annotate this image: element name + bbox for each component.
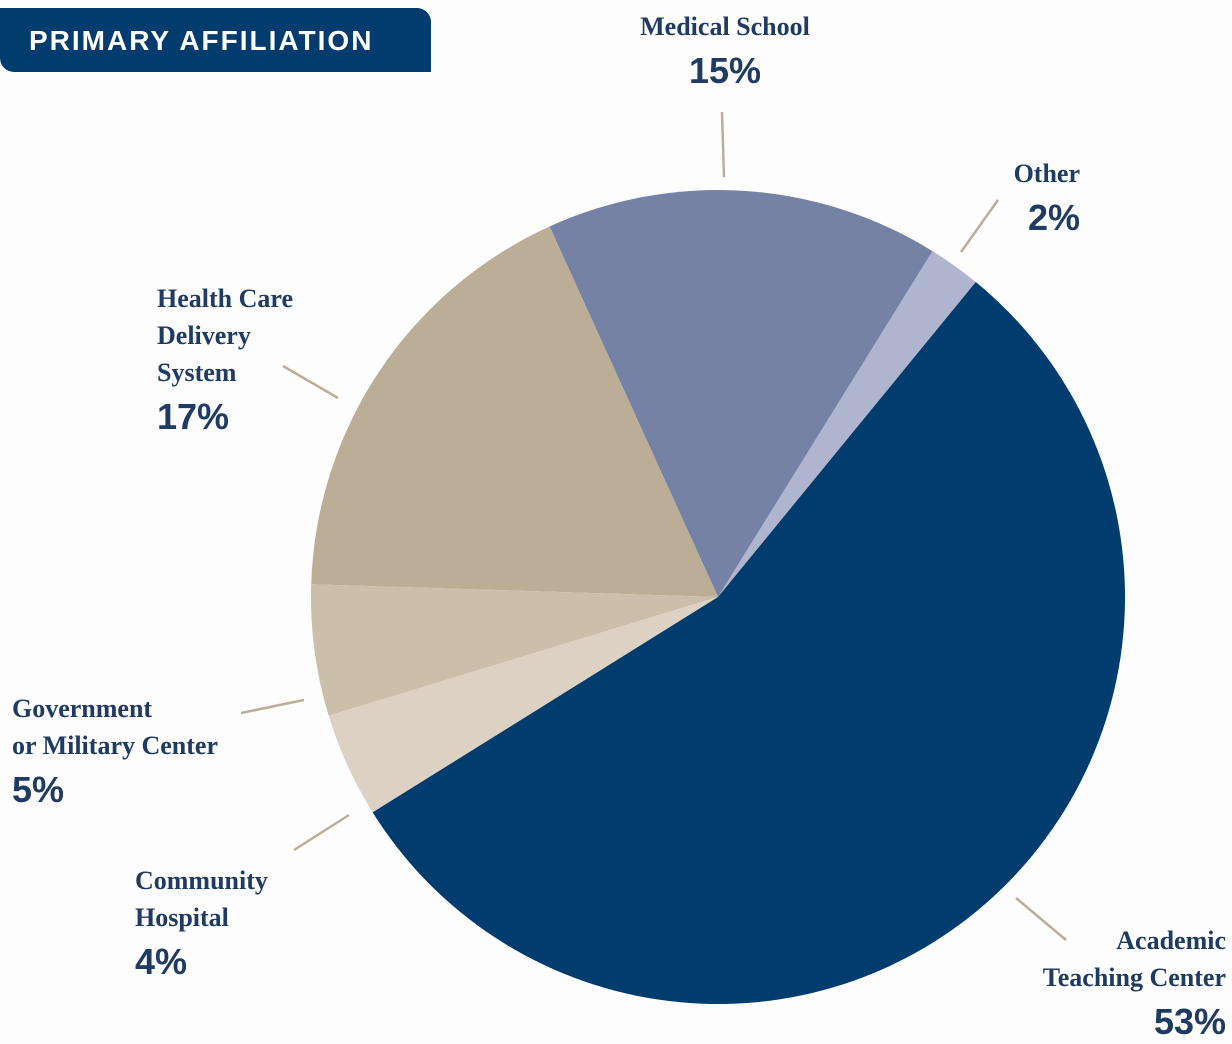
slice-label: Community Hospital 4% (135, 862, 268, 984)
leader-line (720, 111, 726, 178)
category-label: Medical School (640, 12, 810, 41)
leader-line (959, 199, 1000, 253)
pie-slice (311, 584, 718, 716)
leader-line (240, 698, 305, 715)
category-label: Health Care Delivery System (157, 284, 293, 387)
slice-label: Health Care Delivery System 17% (157, 280, 293, 439)
value-label: 4% (135, 941, 188, 982)
pie-slice (372, 282, 1125, 1005)
slice-label: Other 2% (1014, 155, 1080, 240)
pie-slice (328, 597, 718, 813)
leader-line (1015, 897, 1067, 941)
value-label: 17% (157, 396, 230, 437)
pie-slice (311, 226, 718, 598)
chart-title: PRIMARY AFFILIATION (29, 25, 374, 56)
slice-label: Government or Military Center 5% (12, 690, 218, 812)
category-label: Community Hospital (135, 866, 268, 932)
value-label: 5% (12, 769, 65, 810)
value-label: 2% (1027, 197, 1080, 238)
slice-label: Medical School 15% (525, 8, 925, 93)
category-label: Other (1013, 159, 1080, 188)
leader-line (282, 364, 339, 400)
pie-slice (718, 251, 976, 597)
pie-slice (549, 190, 933, 597)
value-label: 53% (1153, 1001, 1226, 1042)
value-label: 15% (688, 50, 762, 91)
leader-line (293, 813, 350, 852)
title-box: PRIMARY AFFILIATION (0, 8, 431, 72)
slice-label: Academic Teaching Center 53% (1043, 922, 1226, 1044)
category-label: Government or Military Center (12, 694, 218, 760)
category-label: Academic Teaching Center (1042, 926, 1226, 992)
